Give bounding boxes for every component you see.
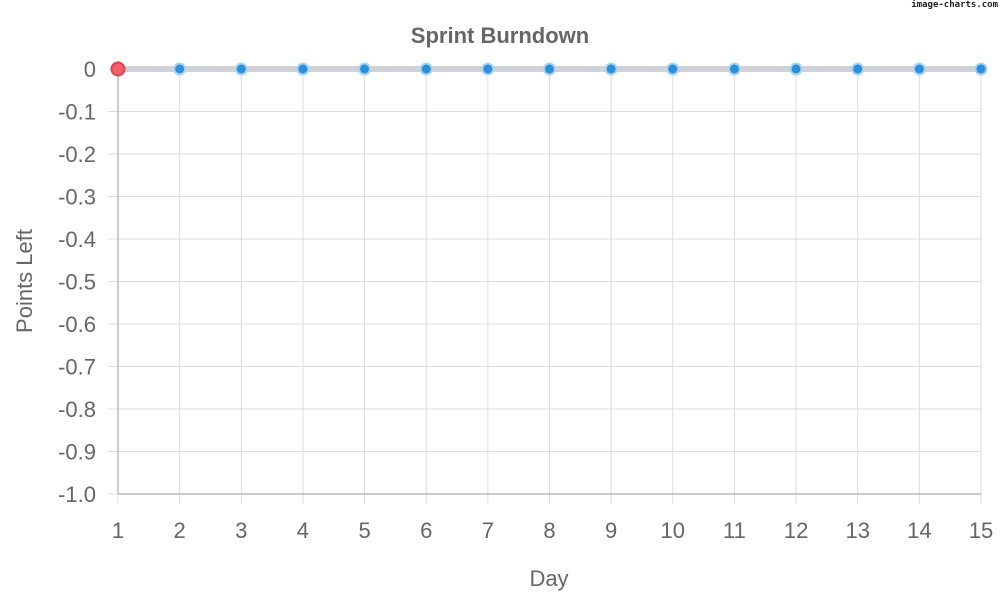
x-tick-label: 7 <box>482 518 494 543</box>
x-tick-label: 5 <box>358 518 370 543</box>
x-tick-label: 13 <box>845 518 869 543</box>
y-tick-label: 0 <box>84 57 96 82</box>
data-point <box>234 62 248 76</box>
data-point <box>358 62 372 76</box>
data-point <box>110 61 126 77</box>
series <box>110 61 988 77</box>
x-tick-label: 1 <box>112 518 124 543</box>
x-axis-title: Day <box>529 566 568 591</box>
y-axis-title: Points Left <box>12 229 37 333</box>
y-tick-label: -0.4 <box>58 227 96 252</box>
x-tick-label: 10 <box>661 518 685 543</box>
y-tick-label: -0.3 <box>58 185 96 210</box>
y-tick-label: -0.1 <box>58 100 96 125</box>
y-tick-label: -0.7 <box>58 355 96 380</box>
x-tick-labels: 1 2 3 4 5 6 7 8 9 10 11 12 13 14 15 <box>112 518 993 543</box>
data-point <box>912 62 926 76</box>
x-tick-label: 8 <box>543 518 555 543</box>
y-tick-labels: 0 -0.1 -0.2 -0.3 -0.4 -0.5 -0.6 -0.7 -0.8 -0.9 -1.… <box>58 57 96 507</box>
y-tick-label: -0.8 <box>58 397 96 422</box>
x-tick-label: 15 <box>969 518 993 543</box>
x-tick-label: 2 <box>174 518 186 543</box>
data-point <box>173 62 187 76</box>
y-tick-label: -0.9 <box>58 440 96 465</box>
chart-title: Sprint Burndown <box>411 23 589 48</box>
data-point <box>296 62 310 76</box>
data-point <box>604 62 618 76</box>
x-tick-label: 14 <box>907 518 931 543</box>
data-point <box>851 62 865 76</box>
x-tick-label: 4 <box>297 518 309 543</box>
y-tick-label: -1.0 <box>58 482 96 507</box>
data-point <box>974 62 988 76</box>
y-tick-label: -0.5 <box>58 270 96 295</box>
data-point <box>481 62 495 76</box>
x-tick-label: 9 <box>605 518 617 543</box>
data-point <box>419 62 433 76</box>
x-tick-label: 3 <box>235 518 247 543</box>
x-tick-label: 11 <box>723 518 746 543</box>
data-point <box>727 62 741 76</box>
y-tick-label: -0.6 <box>58 312 96 337</box>
data-point <box>543 62 556 76</box>
data-point <box>789 62 803 76</box>
x-tick-label: 6 <box>420 518 432 543</box>
watermark: image-charts.com <box>911 0 998 10</box>
x-tick-label: 12 <box>784 518 808 543</box>
data-point <box>666 62 680 76</box>
grid <box>108 68 982 504</box>
axes <box>117 61 981 495</box>
y-tick-label: -0.2 <box>58 142 96 167</box>
